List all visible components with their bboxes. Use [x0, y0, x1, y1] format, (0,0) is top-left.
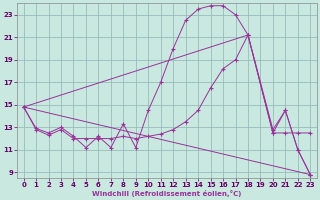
- X-axis label: Windchill (Refroidissement éolien,°C): Windchill (Refroidissement éolien,°C): [92, 190, 242, 197]
